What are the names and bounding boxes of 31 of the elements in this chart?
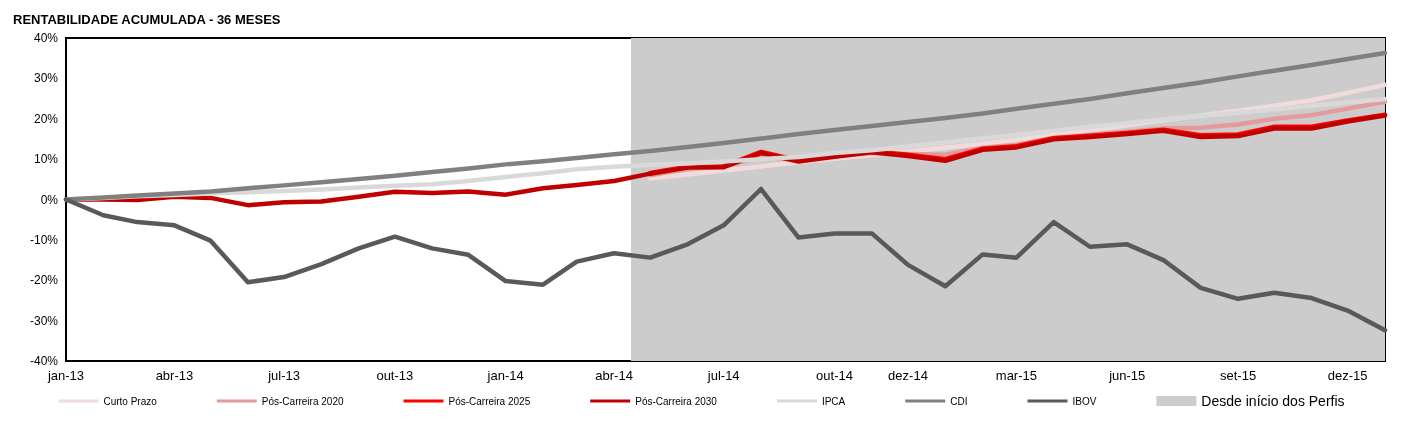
x-tick-label: jan-13 xyxy=(46,368,85,383)
legend-label: IPCA xyxy=(821,395,846,407)
y-tick-label: -20% xyxy=(29,273,59,288)
y-tick-label: -10% xyxy=(29,232,59,247)
x-tick-label: mar-15 xyxy=(995,368,1037,383)
y-tick-label: 20% xyxy=(33,111,59,126)
y-tick-label: -30% xyxy=(29,313,59,328)
x-tick-label: out-13 xyxy=(376,368,414,383)
y-tick-label: 40% xyxy=(33,31,59,45)
x-tick-label: dez-14 xyxy=(888,368,928,383)
x-tick-label: out-14 xyxy=(816,368,853,383)
y-tick-label: 10% xyxy=(33,152,59,167)
x-tick-label: dez-15 xyxy=(1327,368,1368,383)
x-tick-label: jan-14 xyxy=(486,368,524,383)
y-tick-label: 30% xyxy=(33,71,59,86)
x-tick-label: abr-14 xyxy=(595,368,633,383)
x-tick-label: abr-13 xyxy=(155,368,194,383)
x-tick-label: jun-15 xyxy=(1108,368,1146,383)
legend-label: IBOV xyxy=(1072,395,1097,407)
legend-label: Desde início dos Perfis xyxy=(1201,393,1345,409)
y-tick-label: -40% xyxy=(29,354,59,368)
legend-label: Pós-Carreira 2030 xyxy=(635,395,718,407)
y-tick-label: 0% xyxy=(40,192,59,207)
chart-title: RENTABILIDADE ACUMULADA - 36 MESES xyxy=(13,12,281,27)
x-tick-label: jul-13 xyxy=(267,368,300,383)
x-tick-label: jul-14 xyxy=(706,368,740,383)
legend-label: Curto Prazo xyxy=(103,395,158,407)
legend-label: Pós-Carreira 2020 xyxy=(261,395,344,407)
x-tick-label: set-15 xyxy=(1219,368,1257,383)
legend-label: Pós-Carreira 2025 xyxy=(448,395,531,407)
legend-label: CDI xyxy=(950,395,968,407)
